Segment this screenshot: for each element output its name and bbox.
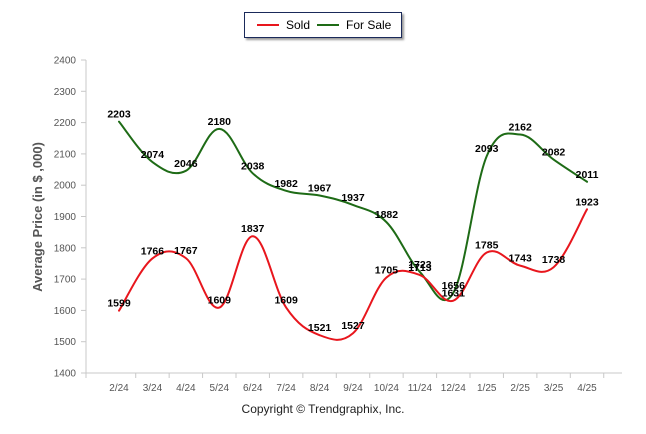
- data-label-for-sale: 2038: [241, 160, 265, 172]
- legend-swatch-for-sale: [317, 24, 339, 26]
- x-tick-label: 12/24: [441, 383, 466, 394]
- data-label-for-sale: 2162: [508, 121, 532, 133]
- data-label-for-sale: 2074: [141, 149, 165, 161]
- data-label-sold: 1785: [475, 239, 499, 251]
- data-label-for-sale: 1882: [375, 209, 399, 221]
- data-label-for-sale: 1982: [274, 178, 298, 190]
- series-line-for-sale: [119, 122, 587, 301]
- legend-label-for-sale: For Sale: [346, 18, 391, 32]
- copyright-text: Copyright © Trendgraphix, Inc.: [0, 402, 646, 416]
- data-label-sold: 1743: [508, 253, 532, 265]
- data-label-sold: 1766: [141, 245, 165, 257]
- x-tick-label: 11/24: [408, 383, 433, 394]
- data-label-sold: 1599: [107, 298, 131, 310]
- data-label-for-sale: 2093: [475, 143, 499, 155]
- x-tick-label: 5/24: [210, 383, 230, 394]
- data-label-sold: 1738: [542, 254, 566, 266]
- y-axis-title: Average Price (in $ ,000): [30, 142, 45, 292]
- x-tick-label: 6/24: [243, 383, 263, 394]
- y-tick-label: 2200: [54, 118, 77, 129]
- x-tick-label: 9/24: [343, 383, 363, 394]
- x-tick-label: 7/24: [276, 383, 296, 394]
- data-label-for-sale: 2203: [107, 109, 131, 121]
- data-label-sold: 1609: [274, 295, 298, 307]
- y-tick-label: 2000: [54, 181, 77, 192]
- legend: Sold For Sale: [244, 12, 402, 38]
- data-label-sold: 1527: [341, 320, 365, 332]
- data-label-sold: 1521: [308, 322, 332, 334]
- data-label-sold: 1837: [241, 223, 265, 235]
- data-label-for-sale: 1723: [408, 259, 432, 271]
- x-tick-label: 4/24: [176, 383, 196, 394]
- y-tick-label: 1400: [54, 369, 77, 380]
- data-label-for-sale: 2011: [576, 169, 599, 181]
- y-tick-label: 1600: [54, 306, 77, 317]
- legend-swatch-sold: [257, 24, 279, 26]
- legend-item-for-sale[interactable]: For Sale: [317, 13, 391, 37]
- data-label-sold: 1767: [174, 245, 198, 257]
- legend-item-sold[interactable]: Sold: [257, 13, 310, 37]
- x-tick-label: 4/25: [577, 383, 597, 394]
- x-tick-label: 8/24: [310, 383, 330, 394]
- x-tick-label: 3/24: [143, 383, 163, 394]
- data-label-for-sale: 2046: [174, 158, 198, 170]
- data-label-sold: 1923: [575, 196, 599, 208]
- data-label-sold: 1705: [375, 265, 399, 277]
- data-label-sold: 1609: [208, 295, 232, 307]
- legend-label-sold: Sold: [286, 18, 310, 32]
- x-tick-label: 2/24: [109, 383, 129, 394]
- data-label-for-sale: 1967: [308, 183, 332, 195]
- y-tick-label: 1500: [54, 337, 77, 348]
- y-tick-label: 1800: [54, 243, 77, 254]
- x-tick-label: 1/25: [477, 383, 497, 394]
- line-chart: Average Price (in $ ,000) 1400 1500 1600 17…: [0, 0, 646, 434]
- data-label-for-sale: 1656: [442, 280, 466, 292]
- data-label-for-sale: 1937: [341, 192, 365, 204]
- data-label-for-sale: 2180: [208, 116, 232, 128]
- x-tick-label: 10/24: [374, 383, 399, 394]
- x-tick-label: 3/25: [544, 383, 564, 394]
- y-tick-label: 1700: [54, 275, 77, 286]
- x-tick-label: 2/25: [510, 383, 530, 394]
- y-tick-label: 2100: [54, 149, 77, 160]
- data-label-for-sale: 2082: [542, 147, 566, 159]
- y-tick-label: 2300: [54, 87, 77, 98]
- y-tick-label: 2400: [54, 56, 77, 67]
- y-tick-label: 1900: [54, 212, 77, 223]
